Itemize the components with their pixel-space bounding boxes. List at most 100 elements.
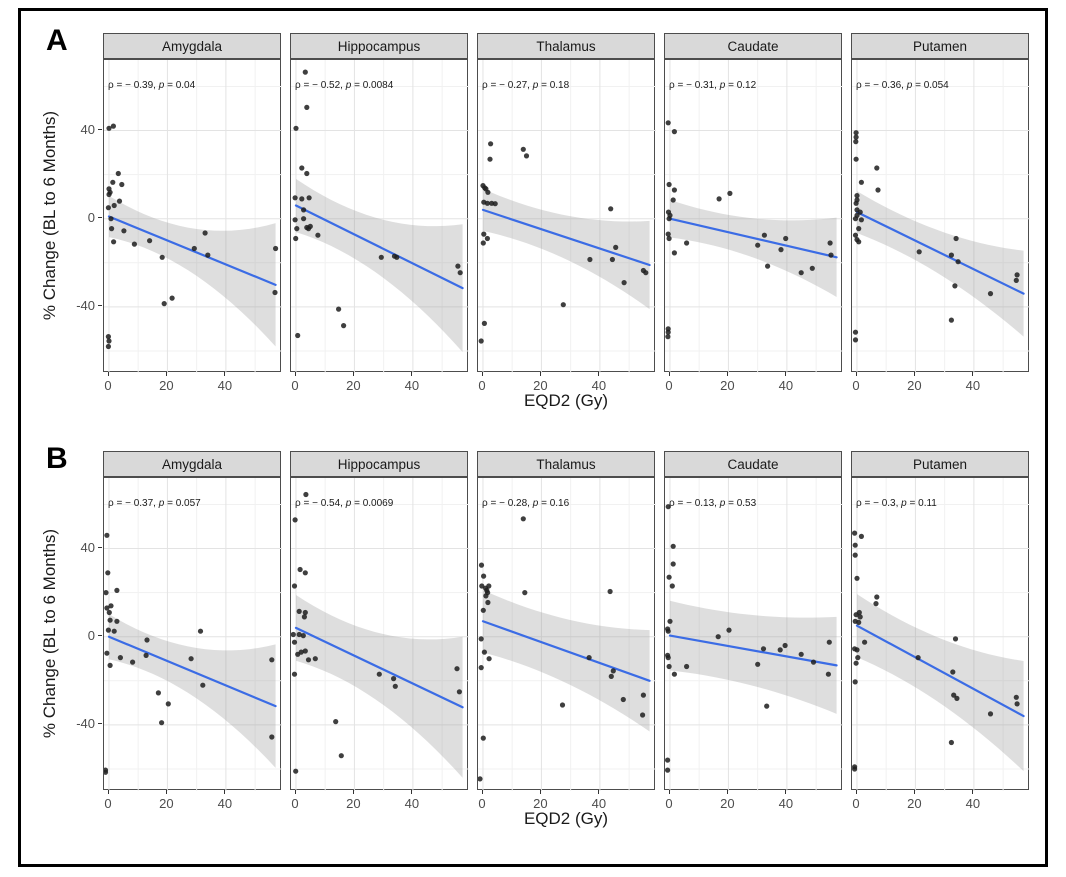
data-point — [107, 617, 113, 623]
x-axis-tick — [165, 790, 167, 794]
data-point — [621, 280, 627, 286]
x-axis-tick — [785, 790, 787, 794]
data-point — [478, 665, 484, 671]
x-axis-tick — [481, 372, 483, 376]
data-point — [1014, 701, 1020, 707]
data-point — [115, 170, 121, 177]
annotation-text: p — [345, 498, 352, 509]
data-point — [202, 230, 208, 236]
data-point — [671, 250, 677, 256]
confidence-band — [295, 178, 463, 353]
data-point — [297, 566, 303, 573]
data-point — [665, 504, 671, 510]
facet-strip-putamen: Putamen — [851, 33, 1029, 59]
data-point — [684, 663, 690, 670]
annotation-text: = 0.0084 — [351, 80, 394, 91]
scatter-plot — [665, 478, 843, 791]
data-point — [293, 768, 299, 774]
data-point — [188, 656, 194, 662]
data-point — [191, 245, 197, 252]
data-point — [481, 320, 487, 326]
data-point — [301, 614, 307, 620]
panel-title: Thalamus — [536, 38, 596, 54]
data-point — [755, 242, 761, 248]
data-point — [853, 130, 859, 136]
data-point — [147, 238, 153, 244]
annotation-text: p — [532, 498, 539, 509]
data-point — [670, 543, 676, 549]
data-point — [950, 669, 956, 675]
data-point — [665, 329, 671, 335]
y-axis-tick — [98, 217, 102, 219]
x-tick-label: 40 — [965, 378, 981, 393]
annotation-text: p — [158, 80, 165, 91]
data-point — [333, 719, 339, 725]
data-point — [915, 655, 921, 661]
data-point — [665, 334, 671, 340]
x-tick-label: 0 — [665, 796, 673, 811]
data-point — [620, 696, 626, 703]
data-point — [520, 516, 526, 522]
panel-title: Caudate — [727, 456, 779, 472]
data-point — [484, 235, 490, 242]
data-point — [765, 263, 771, 269]
data-point — [858, 533, 864, 539]
data-point — [827, 240, 833, 246]
data-point — [761, 232, 767, 238]
x-tick-label: 0 — [665, 378, 673, 393]
x-tick-label: 40 — [404, 378, 420, 393]
data-point — [159, 254, 165, 260]
data-point — [478, 636, 484, 642]
x-axis-tick — [481, 790, 483, 794]
data-point — [608, 673, 614, 679]
data-point — [955, 259, 961, 265]
annotation-text: ρ = − 0.28, — [482, 498, 533, 509]
data-point — [587, 256, 593, 263]
data-point — [854, 575, 860, 581]
scatter-panel-a-amygdala: ρ = − 0.39, p = 0.04 — [103, 59, 282, 373]
data-point — [200, 682, 206, 688]
facet-strip-hippocampus: Hippocampus — [290, 33, 468, 59]
data-point — [852, 542, 858, 548]
data-point — [852, 337, 859, 343]
data-point — [302, 648, 308, 654]
data-point — [291, 631, 296, 638]
data-point — [875, 187, 881, 193]
data-point — [114, 618, 120, 624]
correlation-annotation: ρ = − 0.27, p = 0.18 — [482, 80, 569, 91]
y-axis-tick — [98, 305, 102, 307]
data-point — [106, 191, 112, 198]
x-tick-label: 0 — [478, 796, 486, 811]
data-point — [856, 619, 862, 625]
data-point — [104, 650, 110, 656]
scatter-plot — [852, 478, 1030, 791]
x-axis-tick — [411, 790, 413, 794]
y-axis-tick — [98, 723, 102, 725]
data-point — [665, 628, 671, 634]
data-point — [483, 593, 489, 599]
data-point — [810, 659, 817, 665]
data-point — [480, 240, 486, 246]
confidence-band — [295, 594, 463, 778]
annotation-text: ρ = − 0.39, — [108, 80, 159, 91]
annotation-text: = 0.16 — [538, 498, 570, 509]
annotation-text: p — [532, 80, 539, 91]
data-point — [916, 249, 922, 255]
y-axis-tick — [98, 129, 102, 130]
data-point — [312, 656, 318, 662]
data-point — [197, 628, 204, 634]
scatter-plot — [478, 60, 656, 373]
scatter-plot — [291, 60, 469, 373]
data-point — [764, 703, 770, 709]
panel-title: Amygdala — [161, 456, 223, 472]
regression-line — [294, 626, 464, 709]
data-point — [478, 776, 483, 782]
data-point — [293, 235, 299, 242]
x-axis-tick — [913, 790, 915, 794]
data-point — [854, 193, 860, 199]
data-point — [727, 190, 733, 196]
data-point — [852, 679, 858, 685]
annotation-text: ρ = − 0.27, — [482, 80, 533, 91]
data-point — [671, 187, 677, 193]
